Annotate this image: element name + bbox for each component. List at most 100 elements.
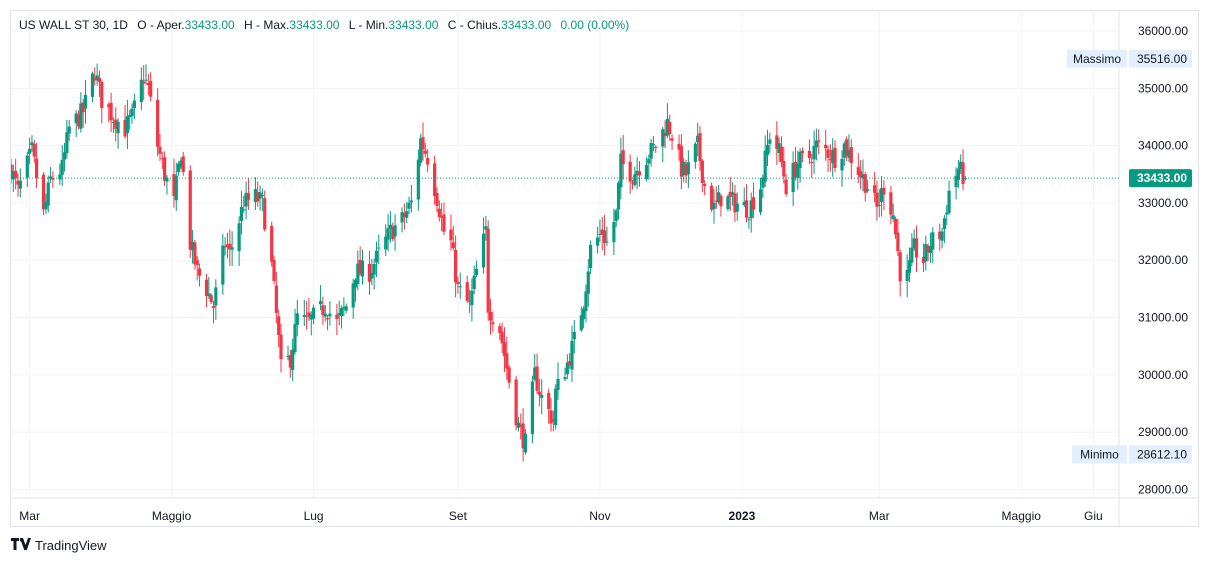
candle-body [465, 282, 469, 301]
candle-body [440, 216, 444, 218]
candle-body [749, 200, 753, 219]
candle-body [535, 366, 539, 391]
candle-body [93, 78, 97, 81]
candle-body [840, 158, 844, 171]
candle-body [554, 388, 558, 426]
candle-body [258, 192, 262, 199]
candle-body [928, 246, 933, 254]
candle-body [595, 237, 600, 246]
tradingview-logo-text: TradingView [35, 538, 107, 553]
candle-body [847, 150, 851, 158]
candle-body [81, 102, 85, 113]
candle-body [204, 279, 209, 297]
candle-body [388, 224, 393, 229]
candle-body [931, 232, 935, 250]
candle-body [114, 119, 118, 130]
candle-body [798, 151, 802, 169]
candle-body [742, 201, 746, 206]
candle-body [763, 150, 767, 182]
candle-body [79, 103, 83, 129]
candle-body [32, 143, 36, 157]
candle-body [139, 79, 143, 103]
candle-body [921, 257, 926, 263]
candle-body [630, 182, 635, 184]
candle-body [253, 189, 258, 202]
legend-close-label: C - Chius. [447, 18, 502, 32]
candle-body [654, 146, 658, 149]
candle-body [470, 290, 474, 306]
legend-close-value: 33433.00 [501, 18, 552, 32]
candle-body [374, 250, 379, 263]
candle-body [35, 158, 39, 179]
candle-body [181, 156, 185, 173]
candle-body [293, 324, 297, 353]
y-tick-label: 33000.00 [1138, 196, 1188, 210]
candlestick-chart[interactable]: 36000.00 35000.00 34000.00 33000.00 32000.00… [11, 11, 1200, 528]
candle-body [679, 145, 683, 177]
candle-body [335, 314, 339, 319]
candle-body [579, 315, 583, 331]
candle-body [775, 135, 779, 149]
candle-body [761, 177, 765, 188]
candle-body [912, 238, 916, 249]
candle-body [796, 163, 800, 179]
candle-body [765, 144, 770, 155]
candle-body [242, 209, 246, 211]
candle-body [540, 394, 544, 398]
candle-body [274, 285, 278, 313]
candle-body [358, 259, 362, 274]
candle-body [144, 79, 148, 81]
candle-body [719, 195, 723, 207]
legend-symbol: US WALL ST 30, 1D [19, 18, 128, 32]
candle-body [882, 187, 886, 195]
candle-body [570, 340, 574, 370]
legend-high-label: H - Max. [244, 18, 290, 32]
candle-body [386, 228, 390, 240]
candle-body [367, 263, 372, 282]
candle-body [156, 99, 160, 147]
candle-body [165, 177, 169, 182]
candle-body [142, 81, 146, 84]
candle-body [244, 192, 248, 207]
candle-body [163, 157, 167, 181]
candle-body [433, 163, 437, 197]
x-tick-label: 2023 [729, 509, 756, 523]
current-price-tag [1129, 169, 1192, 188]
candle-body [791, 162, 795, 193]
candle-body [125, 116, 129, 134]
y-tick-label: 31000.00 [1138, 311, 1188, 325]
candle-body [861, 174, 865, 179]
y-tick-label: 28000.00 [1138, 482, 1188, 496]
candle-body [893, 218, 898, 235]
candle-body [947, 190, 951, 213]
candle-body [437, 208, 441, 217]
candle-body [11, 171, 15, 180]
candle-body [435, 192, 439, 206]
candle-body [572, 331, 576, 340]
candle-body [945, 212, 949, 215]
y-tick-label: 30000.00 [1138, 368, 1188, 382]
chart-frame[interactable]: 36000.00 35000.00 34000.00 33000.00 32000.00… [10, 10, 1200, 528]
candle-body [565, 362, 569, 375]
candle-body [160, 158, 164, 160]
candle-body [130, 108, 134, 116]
tradingview-logo[interactable]: TradingView [11, 538, 107, 553]
candle-body [872, 185, 877, 193]
candle-body [76, 114, 81, 127]
candle-body [474, 268, 479, 276]
candle-body [728, 191, 732, 197]
candle-body [649, 142, 653, 159]
candle-body [824, 144, 828, 149]
candle-body [51, 178, 55, 180]
candle-body [726, 196, 730, 210]
candle-body [859, 171, 863, 178]
candle-body [393, 225, 397, 237]
candle-body [845, 139, 849, 156]
candle-body [768, 139, 772, 144]
candle-body [938, 231, 942, 239]
tradingview-logo-icon [11, 538, 31, 553]
legend-open-label: O - Aper. [137, 18, 185, 32]
candle-body [735, 203, 739, 212]
candle-body [291, 349, 295, 371]
candle-body [849, 147, 853, 163]
